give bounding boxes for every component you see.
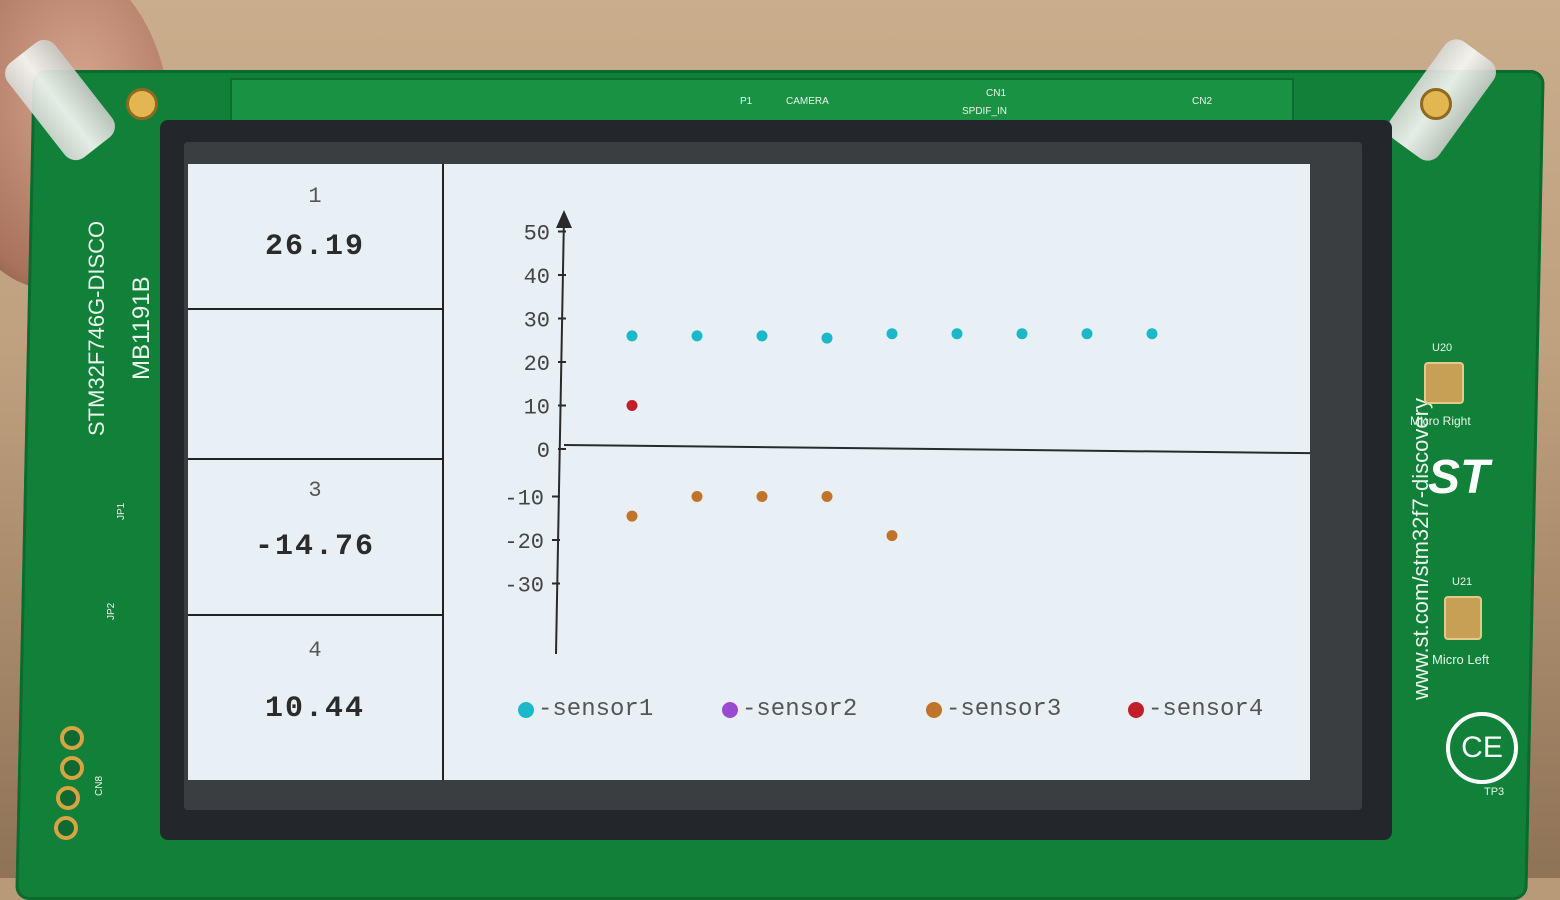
legend-item-sensor4: -sensor4 <box>1128 696 1263 723</box>
u21-label: U21 <box>1452 576 1473 588</box>
cn2-label: CN2 <box>1192 96 1213 107</box>
y-tick-label: -10 <box>504 487 544 512</box>
y-tick-label: -30 <box>504 574 544 599</box>
data-point-sensor3 <box>756 491 768 502</box>
micro-right-label: Micro Right <box>1410 414 1471 428</box>
sensor-cell-value: 10.44 <box>264 692 365 726</box>
data-point-sensor1 <box>886 328 898 340</box>
p1-label: P1 <box>740 96 753 107</box>
sensor-cell-2[interactable] <box>188 310 442 460</box>
camera-label: CAMERA <box>786 96 829 107</box>
jp1-label: JP1 <box>116 502 127 520</box>
legend-item-sensor1: -sensor1 <box>518 696 653 723</box>
legend-item-sensor2: -sensor2 <box>722 696 857 723</box>
data-point-sensor1 <box>626 330 638 342</box>
data-point-sensor3 <box>626 510 638 522</box>
data-point-sensor1 <box>951 328 963 340</box>
y-tick-label: 10 <box>524 396 550 421</box>
y-tick-label: 40 <box>524 265 550 290</box>
mic-right-chip <box>1424 362 1464 404</box>
y-tick-label: 0 <box>537 439 550 464</box>
legend-label: -sensor1 <box>538 696 654 723</box>
legend-label: -sensor3 <box>946 696 1062 723</box>
data-point-sensor1 <box>1081 328 1093 340</box>
data-point-sensor3 <box>886 530 898 542</box>
st-logo: ST <box>1428 451 1490 504</box>
data-point-sensor3 <box>691 491 703 502</box>
data-point-sensor3 <box>821 491 833 502</box>
sensor-cell-4[interactable]: 4 10.44 <box>188 616 442 778</box>
mount-hole-left <box>126 88 158 120</box>
legend-label: -sensor4 <box>1148 696 1264 723</box>
data-point-sensor4 <box>626 400 638 411</box>
y-tick-label: -20 <box>504 530 544 555</box>
data-point-sensor1 <box>821 332 833 344</box>
legend-label: -sensor2 <box>742 696 858 723</box>
y-tick-label: 30 <box>524 309 550 334</box>
cn1-label: CN1 <box>986 88 1007 99</box>
y-tick-label: 50 <box>524 222 550 247</box>
data-point-sensor1 <box>756 330 768 342</box>
sensor-cell-value: -14.76 <box>254 530 376 564</box>
ce-mark: CE <box>1446 712 1518 784</box>
legend-swatch <box>722 701 738 718</box>
y-axis-line <box>555 215 565 655</box>
sensor-cell-3[interactable]: 3 -14.76 <box>188 460 442 616</box>
micro-left-label: Micro Left <box>1432 652 1490 667</box>
legend-swatch <box>518 701 534 718</box>
cn8-label: CN8 <box>94 775 105 796</box>
legend-swatch <box>1128 701 1144 718</box>
sensor-readout-panel: 1 26.19 3 -14.76 4 10.44 <box>188 164 444 780</box>
mic-left-chip <box>1444 596 1482 640</box>
sensor-chart: 50 40 30 20 10 0 -10 -20 -30 <box>504 210 1310 655</box>
legend-swatch <box>926 701 942 718</box>
cn8-pad <box>60 726 84 750</box>
jp2-label: JP2 <box>106 602 117 620</box>
sensor-cell-index: 1 <box>308 184 322 209</box>
cn8-pad <box>56 786 80 810</box>
board-model-label: STM32F746G-DISCO <box>84 220 109 436</box>
sensor-cell-index: 3 <box>308 478 322 503</box>
cn8-pad <box>54 816 78 840</box>
lcd-screen: 1 26.19 3 -14.76 4 10.44 50 40 30 20 10 0 -10 -… <box>188 164 1310 780</box>
sensor-cell-index: 4 <box>308 638 322 663</box>
data-point-sensor1 <box>1016 328 1028 340</box>
u20-label: U20 <box>1432 342 1453 354</box>
tp3-label: TP3 <box>1484 786 1505 798</box>
sensor-cell-value: 26.19 <box>264 230 365 264</box>
board-rev-label: MB1191B <box>128 276 155 380</box>
board-url-label: www.st.com/stm32f7-discovery <box>1408 398 1433 700</box>
legend-item-sensor3: -sensor3 <box>926 696 1061 723</box>
y-tick-label: 20 <box>524 352 550 377</box>
cn8-pad <box>60 756 84 780</box>
mount-hole-right <box>1420 88 1452 120</box>
y-axis-arrow <box>556 210 572 228</box>
x-axis-line <box>563 444 1310 455</box>
spdif-label: SPDIF_IN <box>962 106 1008 117</box>
sensor-cell-1[interactable]: 1 26.19 <box>188 164 442 310</box>
data-point-sensor1 <box>1146 328 1158 340</box>
data-point-sensor1 <box>691 330 703 342</box>
